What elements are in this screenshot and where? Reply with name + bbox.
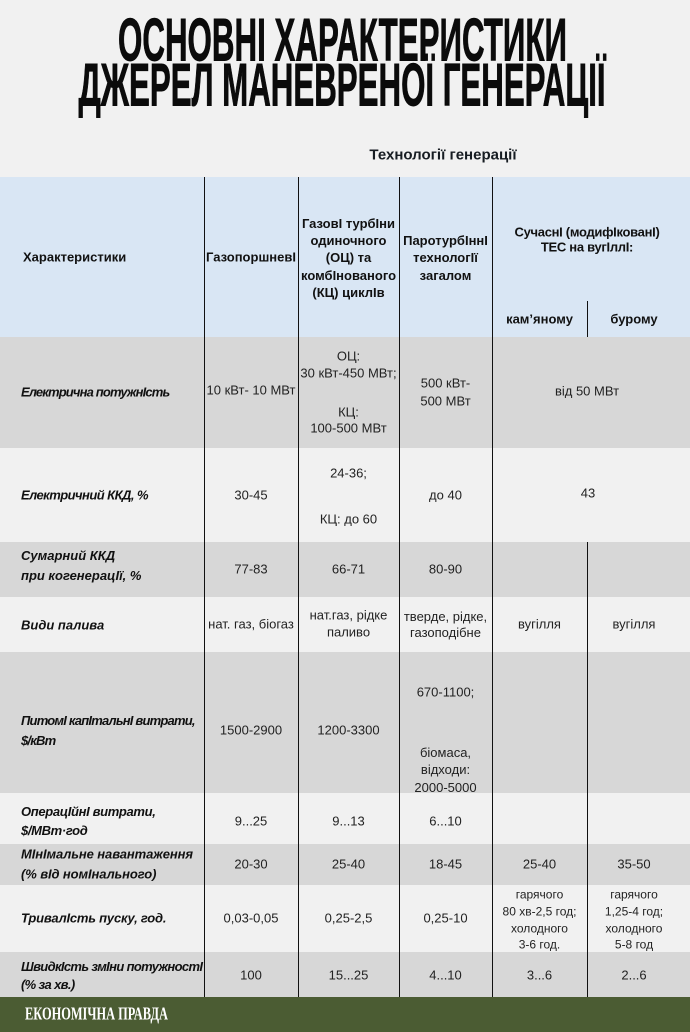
svg-text:ДЖЕРЕЛ МАНЕВРЕНОЇ ГЕНЕРАЦІЇ: ДЖЕРЕЛ МАНЕВРЕНОЇ ГЕНЕРАЦІЇ	[79, 52, 607, 119]
svg-text:ОСНОВНІ ХАРАКТЕРИСТИКИ: ОСНОВНІ ХАРАКТЕРИСТИКИ	[118, 7, 567, 74]
svg-text:ЕКОНОМІЧНА ПРАВДА: ЕКОНОМІЧНА ПРАВДА	[25, 1004, 168, 1024]
